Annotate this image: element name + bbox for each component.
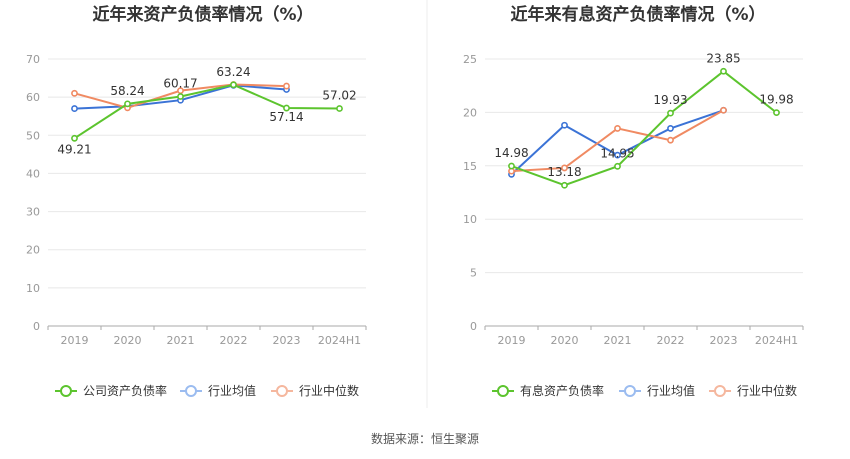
data-label: 14.98 [494, 146, 528, 160]
legend-label: 公司资产负债率 [83, 383, 167, 398]
data-point [720, 106, 727, 114]
data-point [508, 162, 515, 170]
y-tick-label: 5 [470, 267, 477, 280]
y-tick-label: 0 [470, 320, 477, 333]
data-point [561, 181, 568, 189]
x-tick-label: 2024H1 [318, 334, 361, 347]
x-tick-label: 2020 [114, 334, 142, 347]
legend-marker [185, 385, 197, 397]
y-tick-label: 20 [463, 106, 477, 119]
chart-title: 近年来资产负债率情况（%） [92, 4, 313, 25]
data-label: 60.17 [163, 76, 197, 90]
data-point [614, 162, 621, 170]
x-tick-label: 2020 [551, 334, 579, 347]
x-tick-label: 2023 [710, 334, 738, 347]
y-tick-label: 50 [26, 129, 40, 142]
data-point [283, 104, 290, 112]
data-point [71, 105, 78, 112]
legend-marker [276, 385, 288, 397]
legend-item[interactable]: 公司资产负债率 [55, 383, 167, 398]
series-line [511, 70, 778, 187]
data-label: 49.21 [57, 142, 91, 156]
data-label: 63.24 [216, 65, 250, 79]
data-label: 13.18 [547, 165, 581, 179]
data-label: 19.93 [653, 93, 687, 107]
x-tick-label: 2022 [220, 334, 248, 347]
data-point [71, 134, 78, 142]
y-tick-label: 40 [26, 167, 40, 180]
y-tick-label: 10 [463, 213, 477, 226]
x-tick-label: 2021 [604, 334, 632, 347]
y-tick-label: 15 [463, 160, 477, 173]
y-tick-label: 25 [463, 53, 477, 66]
data-point [283, 82, 290, 90]
data-point [177, 93, 184, 100]
interest-debt-ratio-chart: 近年来有息资产负债率情况（%） 0 5 10 15 20 25 2019 2020 2021 202… [463, 4, 804, 398]
data-point [667, 109, 674, 117]
data-point [667, 125, 674, 132]
y-tick-label: 0 [33, 320, 40, 333]
data-point [667, 136, 674, 144]
legend-item[interactable]: 行业中位数 [271, 383, 359, 398]
data-point [720, 67, 727, 75]
x-tick-label: 2022 [657, 334, 685, 347]
y-tick-label: 30 [26, 206, 40, 219]
legend-item[interactable]: 行业均值 [619, 383, 695, 398]
legend-label: 有息资产负债率 [520, 383, 604, 398]
y-tick-label: 10 [26, 282, 40, 295]
legend-label: 行业中位数 [299, 383, 359, 398]
data-label: 19.98 [759, 93, 793, 107]
legend-item[interactable]: 有息资产负债率 [492, 383, 604, 398]
data-point [614, 125, 621, 132]
y-tick-label: 20 [26, 244, 40, 257]
y-tick-label: 70 [26, 53, 40, 66]
series-line [511, 109, 724, 173]
data-label: 23.85 [706, 51, 740, 65]
data-label: 14.95 [600, 146, 634, 160]
data-point [561, 164, 568, 172]
data-point [336, 105, 343, 112]
data-point [124, 100, 131, 108]
data-point [561, 121, 568, 129]
legend-marker [60, 385, 72, 397]
legend-marker [624, 385, 636, 397]
legend-item[interactable]: 行业中位数 [709, 383, 797, 398]
legend-item[interactable]: 行业均值 [180, 383, 256, 398]
data-point [614, 151, 621, 159]
legend-marker [714, 385, 726, 397]
y-tick-label: 60 [26, 91, 40, 104]
x-tick-label: 2024H1 [755, 334, 798, 347]
series-line [73, 83, 340, 140]
data-label: 57.02 [322, 89, 356, 103]
data-label: 57.14 [269, 110, 303, 124]
data-point [230, 81, 237, 89]
legend-label: 行业均值 [208, 383, 256, 398]
chart-title: 近年来有息资产负债率情况（%） [510, 4, 765, 25]
data-point [773, 109, 780, 117]
debt-ratio-chart: 近年来资产负债率情况（%） 0 10 20 30 40 50 60 70 2019 2020 2021… [26, 4, 367, 398]
x-tick-label: 2019 [498, 334, 526, 347]
legend-label: 行业均值 [647, 383, 695, 398]
legend-marker [497, 385, 509, 397]
legend-label: 行业中位数 [737, 383, 797, 398]
data-label: 58.24 [110, 84, 144, 98]
x-tick-label: 2021 [167, 334, 195, 347]
x-tick-label: 2019 [61, 334, 89, 347]
data-point [71, 89, 78, 97]
x-tick-label: 2023 [273, 334, 301, 347]
source-label: 数据来源：恒生聚源 [371, 431, 479, 446]
